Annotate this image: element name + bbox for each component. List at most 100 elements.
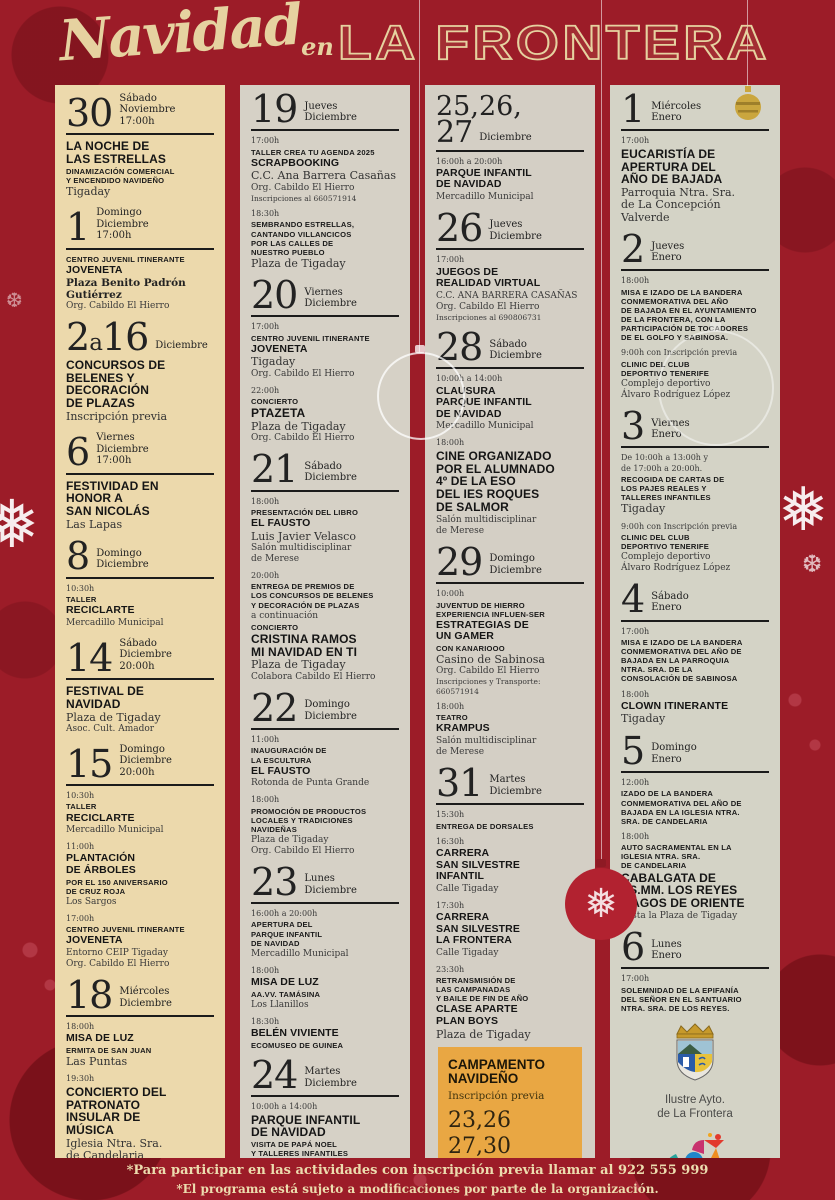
event-line-time: 16:00h a 20:00h xyxy=(251,909,318,919)
date-rule xyxy=(251,1095,399,1098)
event-entry: 17:00h JUEGOS DE REALIDAD VIRTUAL C.C. ANA… xyxy=(436,255,584,322)
date-info: Jueves Diciembre xyxy=(489,219,542,242)
event-line-time: 11:00h xyxy=(66,842,95,852)
date-rule xyxy=(66,133,214,136)
event-line-loc: Plaza de Tigaday xyxy=(436,1027,531,1041)
event-line-h2: RETRANSMISIÓN DE LAS CAMPANADAS Y BAILE … xyxy=(436,976,529,1004)
town-crest-icon xyxy=(621,1021,769,1088)
event-line-h2: ENTREGA DE DORSALES xyxy=(436,821,534,831)
event-line-h2: TALLER xyxy=(66,802,97,812)
event-line-time: 18:00h xyxy=(436,438,465,448)
event-entry: 17:00h CENTRO JUVENIL ITINERANTE JOVENETA E… xyxy=(66,914,214,970)
event-line-h2: POR EL 150 ANIVERSARIO DE CRUZ ROJA xyxy=(66,877,168,896)
event-line-loc: Tigaday xyxy=(621,712,666,726)
event-line-h1s: JOVENETA xyxy=(251,342,308,355)
date-info: Sábado Enero xyxy=(651,590,689,614)
event-line-h1: FESTIVAL DE NAVIDAD xyxy=(66,683,144,711)
event-entry: FESTIVAL DE NAVIDAD Plaza de Tigaday Asoc.… xyxy=(66,685,214,735)
camp-dates-row1: 23,26 xyxy=(448,1108,511,1134)
event-line-h2: ECOMUSEO DE GUINEA xyxy=(251,1040,344,1050)
date-heading: 21 Sábado Diciembre xyxy=(251,447,399,492)
event-entry: 11:00h INAUGURACIÓN DE LA ESCULTURA EL FAU… xyxy=(251,735,399,789)
date-heading: 5 Domingo Enero xyxy=(621,732,769,774)
date-heading: 29 Domingo Diciembre xyxy=(436,543,584,585)
event-entry: 16:00h a 20:00h PARQUE INFANTIL DE NAVIDA… xyxy=(436,157,584,203)
event-line-h2: CLINIC DEL CLUB DEPORTIVO TENERIFE xyxy=(621,533,709,552)
event-line-time: 11:00h xyxy=(251,735,280,744)
event-entry: CENTRO JUVENIL ITINERANTE JOVENETA Plaza B… xyxy=(66,255,214,313)
event-entry: 15:30h ENTREGA DE DORSALES xyxy=(436,810,584,831)
date-heading: 1 Domingo Diciembre 17:00h xyxy=(66,207,214,250)
event-line-loc: Tigaday xyxy=(251,355,296,369)
date-number: 31 xyxy=(436,760,483,805)
event-line-time: 10:30h xyxy=(66,791,95,801)
date-info: Lunes Diciembre xyxy=(304,873,357,896)
event-line-loc2: Los Llanillos xyxy=(251,999,309,1010)
event-line-h2: CONCIERTO xyxy=(251,397,299,407)
event-line-loc2: hasta la Plaza de Tigaday xyxy=(621,911,738,922)
date-number: 21 xyxy=(251,447,298,492)
event-line-h1s: SCRAPBOOKING xyxy=(251,156,340,169)
date-rule xyxy=(66,472,214,475)
event-line-h2: TALLER xyxy=(66,595,97,605)
date-info: Sábado Diciembre 20:00h xyxy=(119,637,172,672)
event-entry: 9:00h con Inscripción previa CLINIC DEL C… xyxy=(621,522,769,575)
event-line-h1: EUCARISTÍA DE APERTURA DEL AÑO DE BAJADA xyxy=(621,146,723,187)
event-line-h1: CINE ORGANIZADO POR EL ALUMNADO 4º DE LA… xyxy=(436,448,555,515)
date-number: 6 xyxy=(66,430,90,475)
date-heading: 28 Sábado Diciembre xyxy=(436,328,584,370)
date-info: Miércoles Enero xyxy=(651,100,702,123)
event-line-loc2: Mercadillo Municipal xyxy=(251,948,349,959)
event-line-loc2: Salón multidisciplinar de Merese xyxy=(436,736,537,757)
event-line-time: 17:00h xyxy=(621,136,650,146)
date-info: Domingo Enero xyxy=(651,742,697,765)
event-entry: 17:00h MISA E IZADO DE LA BANDERA CONMEMO… xyxy=(621,627,769,684)
title-connector-en: en xyxy=(301,32,334,61)
date-info: Martes Diciembre xyxy=(304,1066,357,1089)
date-info: Viernes Diciembre 17:00h xyxy=(96,432,149,467)
event-entry: 17:00h SOLEMNIDAD DE LA EPIFANÍA DEL SEÑO… xyxy=(621,974,769,1013)
date-heading: 4 Sábado Enero xyxy=(621,577,769,622)
event-line-h1: PARQUE INFANTIL DE NAVIDAD xyxy=(251,1112,361,1140)
date-info: Sábado Diciembre xyxy=(304,460,357,484)
date-number: 4 xyxy=(621,577,645,622)
footer-note-disclaimer: *El programa está sujeto a modificacione… xyxy=(176,1181,659,1196)
event-line-h2: TEATRO xyxy=(436,713,468,723)
event-line-h2: RECOGIDA DE CARTAS DE LOS PAJES REALES Y… xyxy=(621,475,725,503)
event-entry: 12:00h IZADO DE LA BANDERA CONMEMORATIVA … xyxy=(621,778,769,826)
event-line-h2: ENTREGA DE PREMIOS DE LOS CONCURSOS DE B… xyxy=(251,582,374,610)
event-line-loc2: a continuación xyxy=(251,610,319,621)
event-line-h2: APERTURA DEL PARQUE INFANTIL DE NAVIDAD xyxy=(251,920,323,948)
date-heading: 31 Martes Diciembre xyxy=(436,760,584,806)
title-la-frontera: LA FRONTERA xyxy=(337,16,768,70)
date-info: Sábado Diciembre xyxy=(489,338,542,361)
event-line-h1s: CLASE APARTE PLAN BOYS xyxy=(436,1003,518,1027)
event-line-loc2: Mercadillo Municipal xyxy=(66,617,164,628)
date-rule xyxy=(436,248,584,251)
event-line-loc2: Org. Cabildo El Hierro xyxy=(66,301,170,312)
footer: *Para participar en las actividades con … xyxy=(0,1162,835,1197)
event-line-h1s: PLANTACIÓN DE ÁRBOLES xyxy=(66,852,136,876)
event-line-h1s: RECICLARTE xyxy=(66,811,135,824)
date-number: 30 xyxy=(66,90,113,135)
date-number: 27 xyxy=(436,115,473,150)
event-entry: 10:00h a 14:00h PARQUE INFANTIL DE NAVIDA… xyxy=(251,1102,399,1158)
event-line-loc: Las Lapas xyxy=(66,518,123,532)
event-entry: 18:00h MISA E IZADO DE LA BANDERA CONMEMO… xyxy=(621,276,769,342)
event-line-time: 9:00h con Inscripción previa xyxy=(621,521,738,531)
event-line-time: 12:00h xyxy=(621,778,650,788)
event-entry: 18:00h AUTO SACRAMENTAL EN LA IGLESIA NTR… xyxy=(621,832,769,922)
date-info: Sábado Noviembre 17:00h xyxy=(119,93,176,127)
event-line-time: 16:00h a 20:00h xyxy=(436,156,503,166)
event-line-h1s: JOVENETA xyxy=(66,934,123,947)
date-rule xyxy=(621,446,769,449)
event-line-h2: TALLER CREA TU AGENDA 2025 xyxy=(251,147,375,157)
snowflake-icon: ❆ xyxy=(802,550,823,578)
event-line-loc2: Calle Tigaday xyxy=(436,947,499,958)
date-heading: 18 Miércoles Diciembre xyxy=(66,976,214,1017)
date-number: 26 xyxy=(436,205,483,250)
date-rule xyxy=(621,967,769,970)
event-line-h1s: EL FAUSTO xyxy=(251,764,311,777)
event-line-loc: Casino de Sabinosa xyxy=(436,652,545,666)
event-line-h1: PTAZETA xyxy=(251,406,306,421)
